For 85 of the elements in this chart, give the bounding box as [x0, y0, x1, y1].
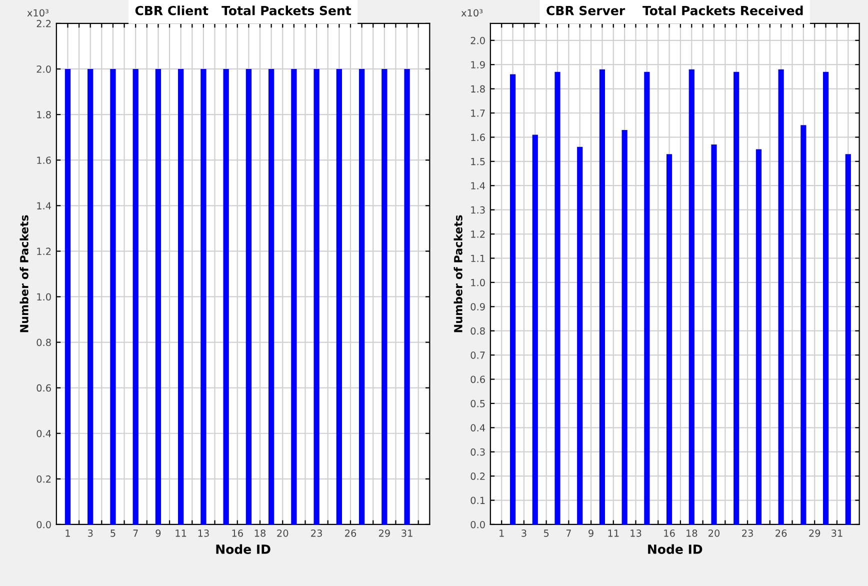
x-tick-label: 23 — [311, 530, 322, 537]
y-tick-label: 0.2 — [36, 475, 51, 483]
x-tick-label: 20 — [277, 530, 288, 537]
y-tick-label: 0.6 — [470, 376, 485, 384]
y-tick-label: 1.1 — [471, 254, 485, 262]
text: x10³ — [461, 9, 483, 17]
y-tick-label: 1.8 — [37, 111, 51, 118]
x-tick-label: 1 — [500, 530, 504, 537]
x-tick-label: 26 — [776, 530, 787, 537]
x-tick-label: 11 — [176, 530, 186, 537]
bar — [577, 146, 583, 524]
y-tick-label: 1.3 — [471, 206, 485, 214]
y-tick-label: 0.0 — [36, 520, 51, 528]
x-axis-title: Node ID — [648, 544, 702, 554]
y-tick-label: 0.3 — [470, 448, 485, 456]
y-tick-label: 1.7 — [471, 110, 485, 117]
x-tick-label: 5 — [544, 530, 549, 537]
x-tick-label: 29 — [809, 530, 820, 537]
y-tick-label: 0.5 — [470, 400, 485, 408]
x-tick-label: 31 — [402, 530, 412, 537]
x-tick-label: 7 — [133, 530, 138, 537]
x-tick-label: 16 — [664, 530, 675, 537]
chart-title: CBR Server Total Packets Received — [546, 6, 803, 16]
x-tick-label: 9 — [156, 530, 161, 537]
y-axis-title: Number of Packets — [20, 215, 28, 332]
x-tick-label: 5 — [110, 530, 116, 537]
x-tick-label: 18 — [686, 530, 698, 537]
y-tick-label: 0.7 — [470, 352, 485, 359]
x-tick-label: 18 — [254, 530, 266, 537]
y-tick-label: 1.8 — [471, 85, 485, 93]
y-tick-label: 1.2 — [471, 230, 485, 238]
y-tick-label: 0.0 — [470, 520, 485, 528]
x-axis-title: Node ID — [216, 544, 270, 554]
y-tick-label: 1.0 — [471, 278, 485, 286]
y-tick-label: 0.9 — [470, 303, 485, 310]
y-tick-label: 0.8 — [470, 327, 485, 335]
y-tick-label: 2.0 — [36, 65, 51, 73]
bar — [688, 69, 694, 524]
bar — [778, 69, 784, 524]
y-tick-label: 0.6 — [36, 384, 51, 392]
y-tick-label: 1.5 — [471, 158, 485, 166]
y-axis-title: Number of Packets — [454, 215, 462, 332]
bar — [800, 125, 806, 524]
y-tick-label: 0.2 — [470, 472, 485, 480]
x-tick-label: 23 — [742, 530, 753, 537]
x-tick-label: 3 — [522, 530, 526, 537]
y-tick-label: 1.6 — [37, 156, 51, 164]
x-tick-label: 13 — [630, 530, 642, 537]
x-tick-label: 31 — [832, 530, 842, 537]
bar — [510, 74, 516, 524]
x-tick-label: 20 — [708, 530, 720, 537]
bar — [845, 154, 851, 524]
y-tick-label: 2.0 — [470, 36, 485, 44]
y-tick-label: 1.4 — [37, 202, 52, 210]
y-tick-label: 2.2 — [36, 20, 51, 28]
bar — [532, 134, 538, 524]
x-tick-label: 16 — [232, 530, 243, 537]
y-tick-label: 0.4 — [36, 430, 52, 438]
y-tick-label: 0.1 — [470, 496, 485, 504]
bar — [734, 72, 740, 524]
bar — [622, 130, 628, 524]
y-tick-label: 1.6 — [471, 134, 485, 142]
y-tick-label: 1.4 — [471, 182, 486, 190]
x-tick-label: 3 — [88, 530, 93, 537]
bar — [554, 72, 560, 524]
x-tick-label: 11 — [608, 530, 619, 537]
chart-title: CBR Client Total Packets Sent — [135, 6, 352, 16]
y-tick-label: 0.8 — [36, 338, 51, 346]
y-tick-label: 0.4 — [470, 424, 486, 432]
x-tick-label: 1 — [66, 530, 70, 537]
x-tick-label: 29 — [378, 530, 390, 537]
bar — [599, 69, 606, 524]
y-tick-label: 1.2 — [37, 248, 51, 255]
x-tick-label: 26 — [345, 530, 356, 537]
bar — [711, 144, 717, 524]
y-tick-label: 1.9 — [471, 61, 485, 68]
bar — [666, 154, 672, 524]
y-tick-label: 1.0 — [37, 293, 51, 301]
x-tick-label: 9 — [588, 530, 594, 537]
bar — [756, 149, 762, 524]
bar — [644, 72, 650, 524]
x-tick-label: 7 — [566, 530, 571, 537]
bar — [822, 72, 829, 524]
text: x10³ — [27, 9, 48, 17]
x-tick-label: 13 — [198, 530, 209, 537]
